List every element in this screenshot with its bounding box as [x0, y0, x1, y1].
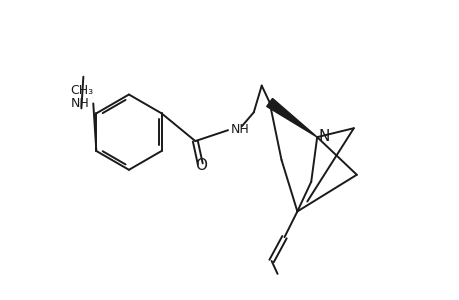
Text: NH: NH: [70, 97, 89, 110]
Text: CH₃: CH₃: [70, 84, 93, 97]
Text: N: N: [318, 129, 329, 144]
Polygon shape: [266, 98, 317, 137]
Text: O: O: [195, 158, 207, 173]
Text: NH: NH: [230, 123, 249, 136]
